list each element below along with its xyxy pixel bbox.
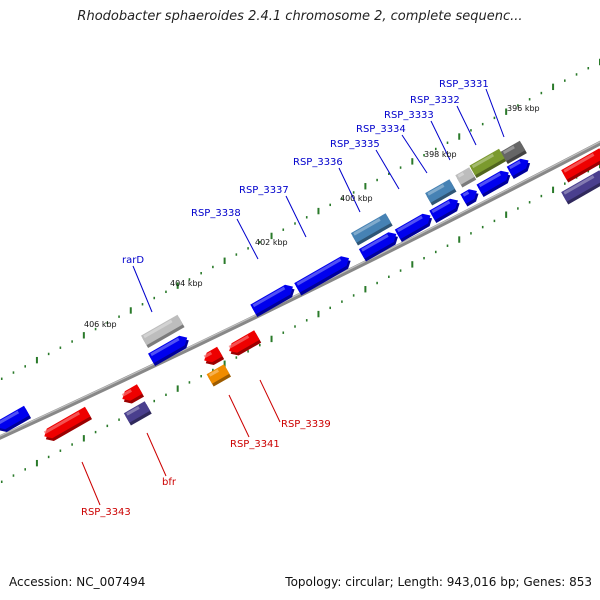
ruler-label: 398 kbp bbox=[424, 150, 457, 159]
label-rard: rarD bbox=[122, 255, 153, 313]
gene-labels: RSP_3331 RSP_3332 RSP_3333 RSP_3334 RSP_3335… bbox=[81, 79, 540, 518]
chromosome-backbone bbox=[0, 140, 600, 440]
gene-rsp3338-fwd[interactable] bbox=[250, 282, 297, 317]
label-rsp3341: RSP_3341 bbox=[228, 394, 280, 450]
gene-right-edge-red[interactable] bbox=[561, 148, 600, 183]
gene-bfr-red[interactable] bbox=[120, 384, 145, 406]
svg-text:RSP_3336: RSP_3336 bbox=[293, 157, 343, 168]
ruler-label: 396 kbp bbox=[507, 104, 540, 113]
gene-rsp3331[interactable] bbox=[506, 156, 533, 180]
gene-rsp3332-upper[interactable] bbox=[469, 148, 507, 178]
ruler-label: 402 kbp bbox=[255, 238, 288, 247]
svg-text:RSP_3337: RSP_3337 bbox=[239, 185, 289, 196]
label-rsp3339: RSP_3339 bbox=[259, 379, 331, 430]
gene-rsp3334-fwd[interactable] bbox=[429, 196, 462, 224]
svg-text:RSP_3339: RSP_3339 bbox=[281, 419, 331, 430]
svg-text:RSP_3335: RSP_3335 bbox=[330, 139, 380, 150]
backbone-highlight bbox=[0, 141, 600, 437]
label-rsp3336: RSP_3336 bbox=[293, 157, 361, 213]
gene-left-edge[interactable] bbox=[0, 405, 32, 435]
accession-text: Accession: NC_007494 bbox=[9, 575, 146, 589]
label-bfr: bfr bbox=[146, 432, 177, 488]
gene-rsp3334-upper[interactable] bbox=[425, 179, 457, 206]
gene-rsp3336-upper[interactable] bbox=[350, 213, 393, 246]
svg-text:RSP_3331: RSP_3331 bbox=[439, 79, 489, 90]
gene-rsp3337-fwd[interactable] bbox=[294, 253, 353, 296]
svg-text:RSP_3338: RSP_3338 bbox=[191, 208, 241, 219]
gene-right-edge-purple[interactable] bbox=[561, 170, 600, 205]
svg-text:RSP_3333: RSP_3333 bbox=[384, 110, 434, 121]
gene-rsp3331-upper[interactable] bbox=[500, 140, 527, 165]
gene-rsp3341-red[interactable] bbox=[201, 346, 225, 368]
label-rsp3337: RSP_3337 bbox=[239, 185, 307, 238]
gene-features[interactable] bbox=[0, 140, 600, 444]
svg-text:RSP_3332: RSP_3332 bbox=[410, 95, 460, 106]
label-rsp3332: RSP_3332 bbox=[410, 95, 477, 146]
gene-rsp3333-fwd[interactable] bbox=[460, 186, 481, 207]
backbone-line bbox=[0, 140, 600, 440]
gene-rard-upper[interactable] bbox=[141, 314, 185, 348]
label-rsp3334: RSP_3334 bbox=[356, 124, 428, 174]
ruler-label: 400 kbp bbox=[340, 194, 373, 203]
map-title: Rhodobacter sphaeroides 2.4.1 chromosome… bbox=[77, 9, 523, 24]
label-rsp3338: RSP_3338 bbox=[191, 208, 259, 260]
label-rsp3333: RSP_3333 bbox=[384, 110, 451, 161]
svg-text:RSP_3343: RSP_3343 bbox=[81, 507, 131, 518]
svg-text:rarD: rarD bbox=[122, 255, 144, 266]
gene-bfr-purple[interactable] bbox=[123, 401, 152, 426]
gene-rsp3341-orange[interactable] bbox=[206, 364, 232, 387]
svg-text:bfr: bfr bbox=[162, 477, 177, 488]
label-rsp3343: RSP_3343 bbox=[81, 461, 131, 518]
gene-rsp3336-fwd[interactable] bbox=[358, 229, 401, 262]
gene-rsp3335-fwd[interactable] bbox=[394, 211, 435, 242]
svg-text:RSP_3341: RSP_3341 bbox=[230, 439, 280, 450]
label-rsp3331: RSP_3331 bbox=[439, 79, 505, 138]
gene-rsp3339[interactable] bbox=[226, 330, 262, 358]
topology-summary: Topology: circular; Length: 943,016 bp; … bbox=[285, 575, 592, 589]
gene-rard-fwd[interactable] bbox=[148, 333, 192, 366]
svg-text:RSP_3334: RSP_3334 bbox=[356, 124, 406, 135]
gene-rsp3343[interactable] bbox=[42, 406, 93, 444]
gene-rsp3332-fwd[interactable] bbox=[476, 168, 514, 197]
label-rsp3335: RSP_3335 bbox=[330, 139, 400, 190]
gene-rsp3333-upper[interactable] bbox=[455, 167, 477, 188]
tick-marks bbox=[0, 58, 600, 483]
ruler-label: 406 kbp bbox=[84, 320, 117, 329]
ruler-label: 404 kbp bbox=[170, 279, 203, 288]
